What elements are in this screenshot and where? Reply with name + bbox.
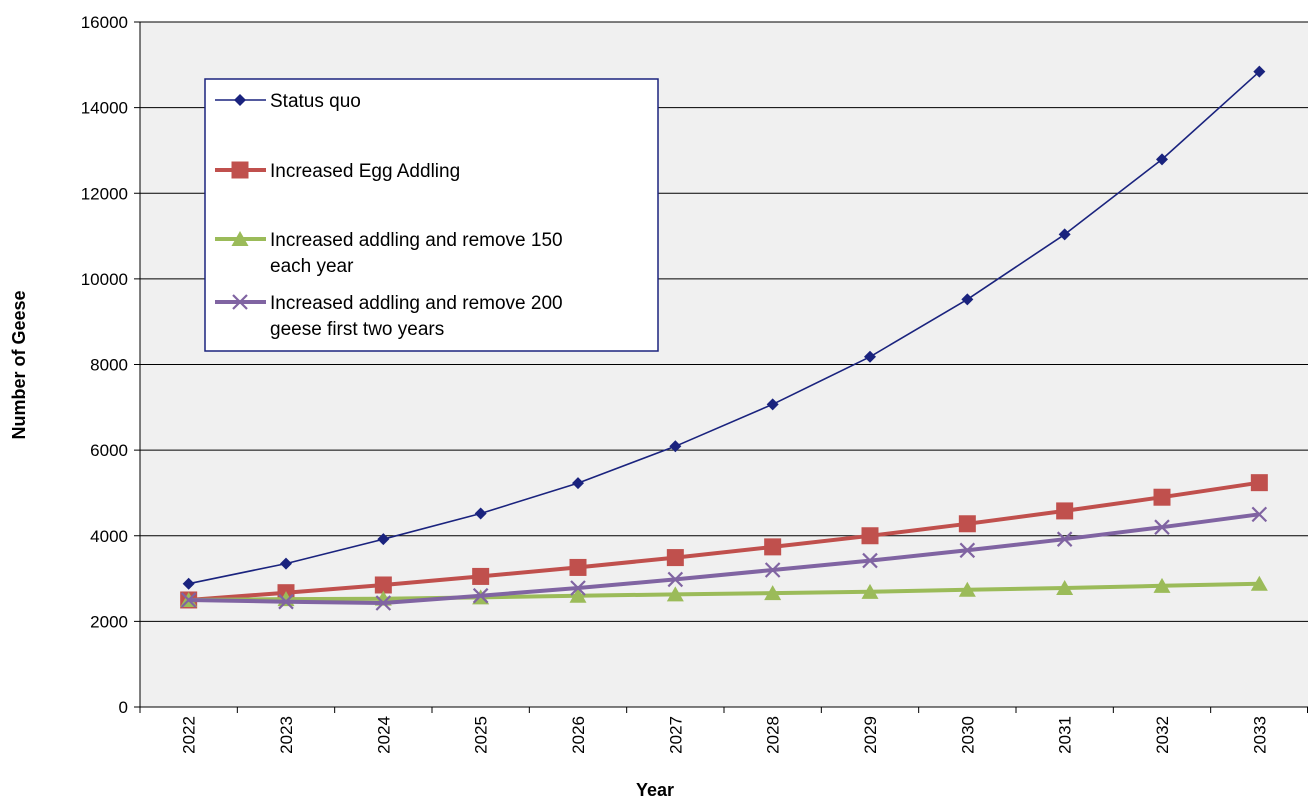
x-tick-label: 2025 <box>472 716 491 754</box>
data-point <box>278 593 294 610</box>
series-1 <box>182 65 1266 590</box>
data-point <box>374 576 392 594</box>
y-tick-label: 0 <box>119 698 128 717</box>
series-line <box>188 512 1260 605</box>
data-point <box>959 542 976 559</box>
data-point <box>570 580 586 596</box>
y-axis-title: Number of Geese <box>9 290 29 439</box>
legend-box <box>204 78 659 352</box>
x-axis-title: Year <box>636 780 674 800</box>
data-point <box>669 440 682 453</box>
y-tick-label: 10000 <box>81 270 128 289</box>
x-tick-label: 2022 <box>180 716 199 754</box>
data-point <box>961 293 974 306</box>
data-point <box>1251 506 1268 523</box>
data-point <box>766 398 779 411</box>
data-point <box>280 557 292 570</box>
x-tick-label: 2032 <box>1153 716 1172 754</box>
legend: Status quo Increased Egg Addling Increased… <box>204 78 659 352</box>
x-tick-label: 2026 <box>569 716 588 754</box>
data-point <box>666 586 684 602</box>
y-tick-label: 4000 <box>90 527 128 546</box>
x-tick-label: 2029 <box>861 716 880 754</box>
data-point <box>1056 531 1073 547</box>
data-point <box>1056 579 1074 595</box>
legend-label: Increased addling and remove 150 each yea… <box>270 230 563 277</box>
x-tick-label: 2033 <box>1250 716 1269 754</box>
legend-entry: Increased addling and remove 200 geese fi… <box>215 293 563 340</box>
y-tick-label: 8000 <box>90 356 128 375</box>
data-point <box>861 527 879 545</box>
y-tick-label: 16000 <box>81 13 128 32</box>
data-point <box>861 583 879 599</box>
data-point <box>1153 577 1171 593</box>
series-3 <box>180 575 1268 607</box>
data-point <box>862 552 878 569</box>
data-point <box>572 477 584 490</box>
legend-swatch-marker <box>231 231 249 246</box>
data-point <box>1253 65 1266 78</box>
legend-swatch-marker <box>231 161 249 179</box>
gridlines <box>140 21 1308 622</box>
data-point <box>764 538 782 556</box>
y-tick-label: 14000 <box>81 99 128 118</box>
data-point <box>1153 488 1171 506</box>
data-point <box>569 587 587 603</box>
legend-entry: Status quo <box>215 91 361 112</box>
legend-swatch-marker <box>234 94 246 106</box>
data-point <box>667 571 684 588</box>
series-line <box>188 71 1260 585</box>
x-tick-label: 2030 <box>958 716 977 754</box>
legend-entry: Increased addling and remove 150 each yea… <box>215 230 563 277</box>
y-tick-label: 6000 <box>90 441 128 460</box>
data-point <box>1156 153 1168 166</box>
legend-swatch-marker <box>232 294 248 310</box>
data-point <box>1056 502 1074 520</box>
legend-label: Increased addling and remove 200 geese fi… <box>270 293 563 340</box>
data-point <box>472 567 490 585</box>
axes <box>134 21 1308 713</box>
series-layer <box>180 65 1268 611</box>
series-line <box>188 581 1260 602</box>
series-4 <box>180 506 1268 611</box>
x-tick-label: 2031 <box>1056 716 1075 754</box>
y-tick-label: 12000 <box>81 184 128 203</box>
x-tick-label: 2023 <box>277 716 296 754</box>
data-point <box>1154 519 1170 535</box>
legend-label: Increased Egg Addling <box>270 161 460 182</box>
series-line <box>188 480 1260 602</box>
data-point <box>375 595 392 611</box>
data-point <box>958 515 976 533</box>
x-tick-labels: 2022 2023 2024 2025 2026 2027 2028 2029 2030 2031… <box>180 716 1270 754</box>
data-point <box>182 577 195 590</box>
data-point <box>180 592 197 608</box>
data-point <box>472 587 489 604</box>
data-point <box>1058 228 1071 241</box>
data-point <box>764 562 781 578</box>
x-tick-label: 2027 <box>666 716 685 754</box>
x-tick-label: 2028 <box>764 716 783 754</box>
data-point <box>474 507 487 520</box>
legend-entry: Increased Egg Addling <box>215 161 460 182</box>
data-point <box>958 581 976 597</box>
data-point <box>569 558 587 576</box>
y-tick-labels: 0 2000 4000 6000 8000 10000 12000 14000 16000 <box>81 13 128 717</box>
data-point <box>764 585 782 601</box>
legend-label: Status quo <box>270 91 361 112</box>
data-point <box>1250 575 1268 591</box>
x-tick-label: 2024 <box>374 716 393 754</box>
data-point <box>1250 474 1268 492</box>
data-point <box>666 549 684 567</box>
data-point <box>864 350 876 363</box>
data-point <box>377 533 390 546</box>
y-tick-label: 2000 <box>90 612 128 631</box>
